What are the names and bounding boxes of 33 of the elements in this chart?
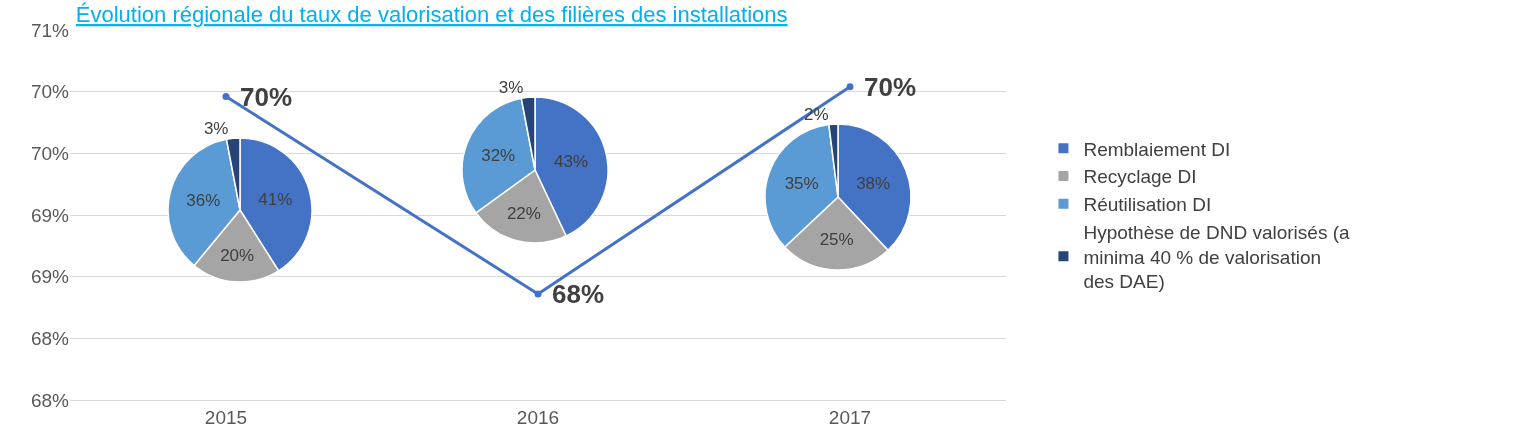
data-label: 3% xyxy=(203,119,229,139)
data-label: 38% xyxy=(856,173,891,193)
legend-label: Recyclage DI xyxy=(1083,166,1197,188)
y-tick-label: 71% xyxy=(30,19,70,41)
x-tick-label: 2017 xyxy=(828,406,872,428)
y-tick-label: 68% xyxy=(30,389,70,411)
y-tick-label: 69% xyxy=(30,204,70,226)
legend-label: Remblaiement DI xyxy=(1083,138,1231,160)
point xyxy=(222,93,230,101)
legend-label: Réutilisation DI xyxy=(1083,194,1212,216)
point xyxy=(846,83,854,91)
chart-title: Évolution régionale du taux de valorisation et des filières des installations xyxy=(75,2,788,28)
y-tick-label: 68% xyxy=(30,327,70,349)
data-label: 25% xyxy=(819,230,854,250)
data-label: 41% xyxy=(258,190,293,210)
data-label: 22% xyxy=(506,203,541,223)
data-label: 68% xyxy=(552,279,605,309)
point xyxy=(534,290,542,298)
data-label: 35% xyxy=(784,174,819,194)
y-tick-label: 70% xyxy=(30,81,70,103)
data-label: 3% xyxy=(498,78,524,98)
data-label: 20% xyxy=(220,245,255,265)
data-label: 70% xyxy=(864,72,917,102)
y-tick-label: 69% xyxy=(30,266,70,288)
data-label: 2% xyxy=(804,105,829,125)
data-label: 43% xyxy=(554,152,589,172)
y-tick-label: 70% xyxy=(30,142,70,164)
legend-label: Hypothèse de DND valorisés (a minima 40 % de valorisation des DAE) xyxy=(1083,221,1350,293)
x-tick-label: 2015 xyxy=(204,406,248,428)
data-label: 70% xyxy=(240,82,293,112)
data-label: 32% xyxy=(481,145,516,165)
data-label: 36% xyxy=(186,191,221,211)
x-tick-label: 2016 xyxy=(516,406,560,428)
